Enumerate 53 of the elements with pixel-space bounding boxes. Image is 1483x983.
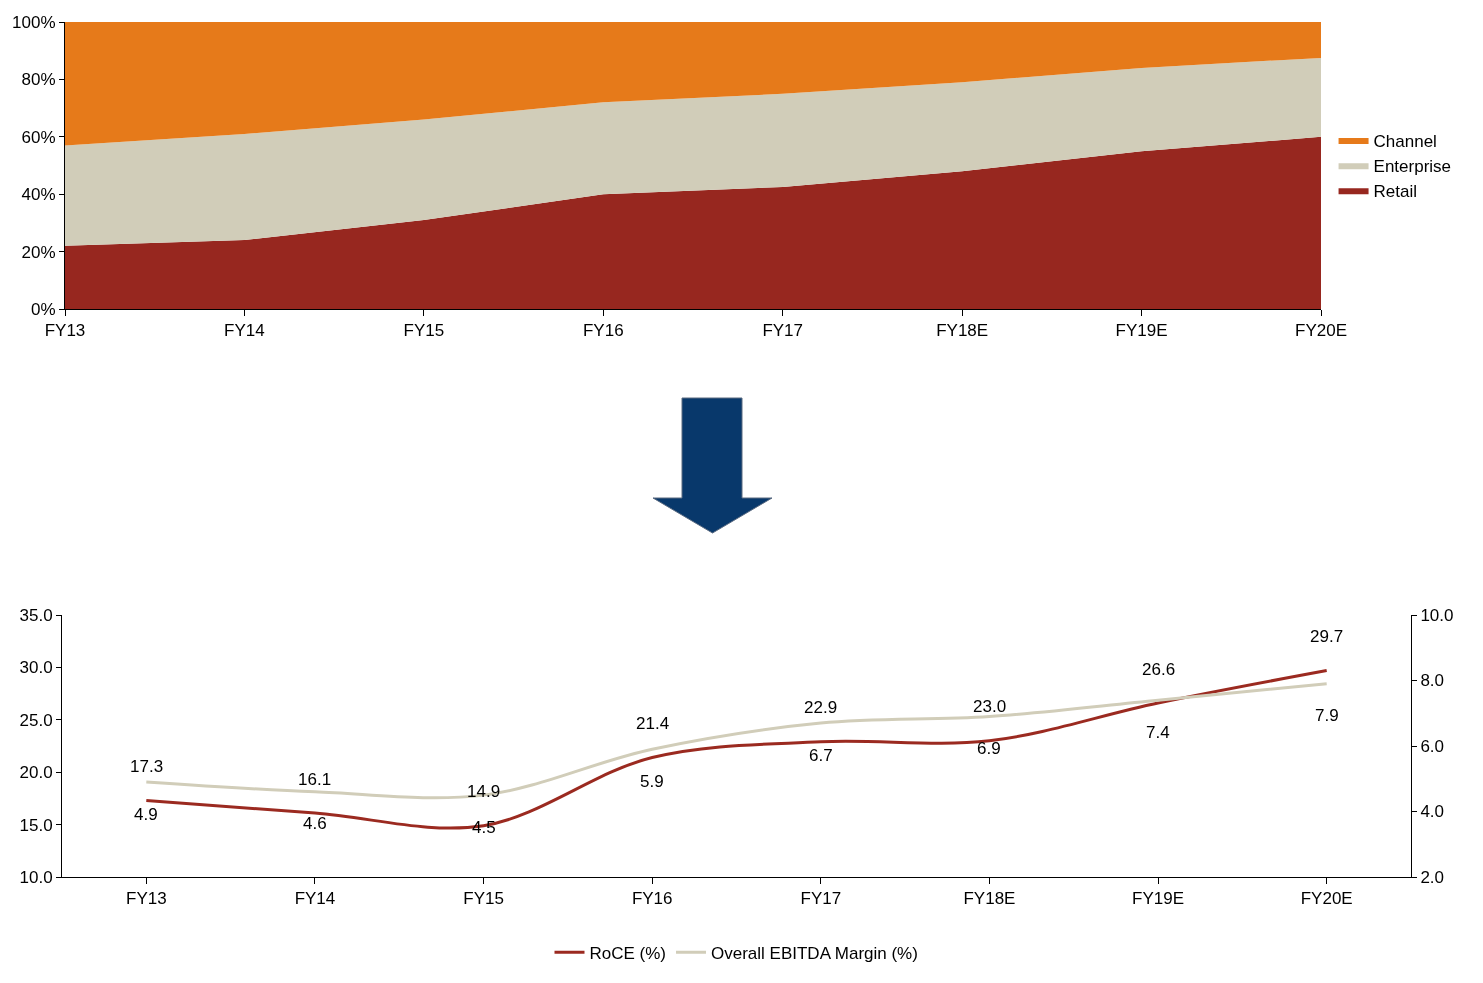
data-label: 6.7 <box>809 746 833 765</box>
x-tick-label: FY18E <box>963 889 1016 909</box>
x-tick-label: FY14 <box>224 321 265 341</box>
y-tick-label: 35.0 <box>19 605 53 625</box>
x-tick-label: FY20E <box>1295 321 1347 341</box>
x-tick-label: FY18E <box>936 321 989 341</box>
data-label: 4.6 <box>303 814 327 833</box>
y2-tick-label: 8.0 <box>1420 671 1445 691</box>
data-label: 6.9 <box>977 739 1001 758</box>
data-label: 29.7 <box>1310 627 1344 646</box>
data-label: 26.6 <box>1142 660 1176 679</box>
y-tick-label: 60% <box>21 127 56 147</box>
data-label: 17.3 <box>130 757 164 776</box>
y-tick-label: 20% <box>21 242 56 262</box>
y-tick-label: 30.0 <box>19 658 53 678</box>
legend-label: RoCE (%) <box>589 943 667 963</box>
y-tick-label: 40% <box>21 185 56 205</box>
y-tick-label: 15.0 <box>19 815 53 835</box>
y-tick-label: 100% <box>12 12 56 32</box>
x-tick-label: FY16 <box>631 889 673 909</box>
x-tick-label: FY13 <box>125 889 167 909</box>
y2-tick-label: 6.0 <box>1420 736 1445 756</box>
data-label: 7.9 <box>1315 706 1339 725</box>
data-label: 5.9 <box>640 772 664 791</box>
x-tick-label: FY20E <box>1300 889 1353 909</box>
x-tick-label: FY13 <box>44 321 86 341</box>
x-tick-label: FY19E <box>1132 889 1185 909</box>
y-tick-label: 20.0 <box>19 763 53 783</box>
x-tick-label: FY14 <box>294 889 336 909</box>
y2-tick-label: 10.0 <box>1420 605 1454 625</box>
x-tick-label: FY17 <box>800 889 842 909</box>
y-tick-label: 80% <box>21 70 56 90</box>
data-label: 7.4 <box>1146 723 1170 742</box>
y-tick-label: 25.0 <box>19 710 53 730</box>
legend-label: Enterprise <box>1373 156 1452 176</box>
data-label: 4.9 <box>134 805 158 824</box>
data-label: 22.9 <box>804 698 838 717</box>
x-tick-label: FY15 <box>463 889 504 909</box>
data-label: 23.0 <box>973 697 1007 716</box>
y2-tick-label: 4.0 <box>1420 802 1445 822</box>
x-tick-label: FY19E <box>1115 321 1168 341</box>
y2-tick-label: 2.0 <box>1420 867 1445 887</box>
x-tick-label: FY17 <box>762 321 804 341</box>
data-label: 14.9 <box>467 782 501 801</box>
legend-label: Retail <box>1373 181 1418 201</box>
y-tick-label: 10.0 <box>19 867 53 887</box>
y-tick-label: 0% <box>31 299 56 319</box>
data-label: 16.1 <box>298 770 332 789</box>
legend-label: Overall EBITDA Margin (%) <box>711 943 918 963</box>
x-tick-label: FY15 <box>403 321 445 341</box>
legend-label: Channel <box>1373 131 1437 151</box>
data-label: 21.4 <box>636 714 670 733</box>
x-tick-label: FY16 <box>582 321 624 341</box>
